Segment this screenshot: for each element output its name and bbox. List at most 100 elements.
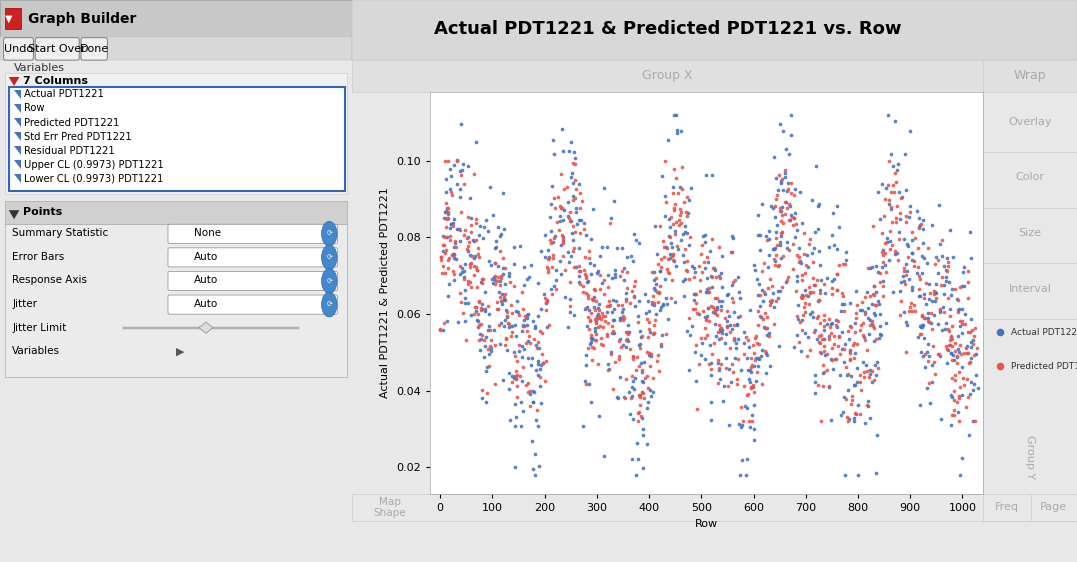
Point <box>672 219 689 228</box>
Point <box>646 284 663 293</box>
Point <box>821 332 838 341</box>
Point <box>489 277 506 285</box>
Point <box>504 328 521 337</box>
Text: Graph Builder: Graph Builder <box>28 12 137 25</box>
Point <box>461 194 478 203</box>
Point <box>674 184 691 193</box>
Point <box>633 366 651 375</box>
Point <box>491 288 508 297</box>
Point <box>910 271 927 280</box>
Point <box>732 423 750 432</box>
Point <box>712 306 729 315</box>
Point <box>756 347 773 356</box>
Point <box>637 289 654 298</box>
Point <box>759 262 777 271</box>
Point <box>434 326 451 335</box>
Point <box>927 280 945 289</box>
Point <box>546 232 563 241</box>
Point <box>822 355 839 364</box>
Point <box>942 392 960 401</box>
Point <box>445 250 462 259</box>
Point <box>864 378 881 387</box>
Point <box>749 361 766 370</box>
Point <box>616 393 633 402</box>
Point <box>873 228 891 237</box>
Point <box>810 225 827 234</box>
Point <box>875 246 892 255</box>
Point <box>794 291 811 300</box>
Point <box>671 183 688 192</box>
Point <box>834 299 851 308</box>
Point <box>463 259 480 268</box>
Point <box>585 260 602 269</box>
Point <box>571 271 588 280</box>
Point <box>603 307 620 316</box>
Point <box>613 267 630 276</box>
Point <box>544 251 561 260</box>
Point <box>467 219 485 228</box>
Point <box>487 243 504 252</box>
Point <box>613 313 630 322</box>
Point <box>617 328 634 337</box>
Point <box>809 314 826 323</box>
Point <box>714 296 731 305</box>
Point <box>731 470 749 479</box>
Point <box>834 291 851 300</box>
Point <box>472 320 489 329</box>
Point <box>710 356 727 365</box>
Point <box>619 337 637 346</box>
Point <box>516 311 533 320</box>
Point <box>895 277 912 285</box>
Point <box>810 296 827 305</box>
Point <box>439 210 457 219</box>
Point <box>828 244 845 253</box>
Point <box>932 351 949 360</box>
Point <box>590 305 607 314</box>
Point <box>713 283 730 292</box>
Point <box>806 370 823 379</box>
Point <box>523 437 541 446</box>
Point <box>942 348 960 357</box>
Point <box>841 321 858 330</box>
Point <box>920 339 937 348</box>
Point <box>807 161 824 170</box>
Point <box>473 274 490 283</box>
Point <box>665 250 682 259</box>
Text: Row: Row <box>24 103 44 114</box>
Point <box>738 404 755 413</box>
Point <box>671 210 688 219</box>
Point <box>476 352 493 361</box>
Point <box>921 288 938 297</box>
Point <box>886 116 904 125</box>
Point <box>623 394 640 403</box>
Point <box>662 250 680 259</box>
Point <box>639 333 656 342</box>
Point <box>470 250 487 259</box>
Point <box>436 240 453 249</box>
Point <box>850 470 867 479</box>
Point <box>824 277 841 285</box>
Point <box>599 271 616 280</box>
Point <box>841 346 858 355</box>
Point <box>440 236 458 245</box>
Point <box>919 243 936 252</box>
Point <box>599 359 616 368</box>
Point <box>750 307 767 316</box>
Point <box>630 409 647 418</box>
Point <box>786 342 803 351</box>
Point <box>603 214 620 223</box>
Point <box>883 217 900 226</box>
Point <box>805 288 822 297</box>
Point <box>951 321 968 330</box>
Point <box>855 373 872 382</box>
Circle shape <box>322 269 337 293</box>
Point <box>961 357 978 366</box>
Point <box>938 266 955 275</box>
Point <box>949 294 966 303</box>
Point <box>624 351 641 360</box>
Text: ⟳: ⟳ <box>326 231 332 237</box>
Point <box>527 341 544 350</box>
Point <box>873 262 891 271</box>
Point <box>532 327 549 336</box>
Point <box>562 216 579 225</box>
